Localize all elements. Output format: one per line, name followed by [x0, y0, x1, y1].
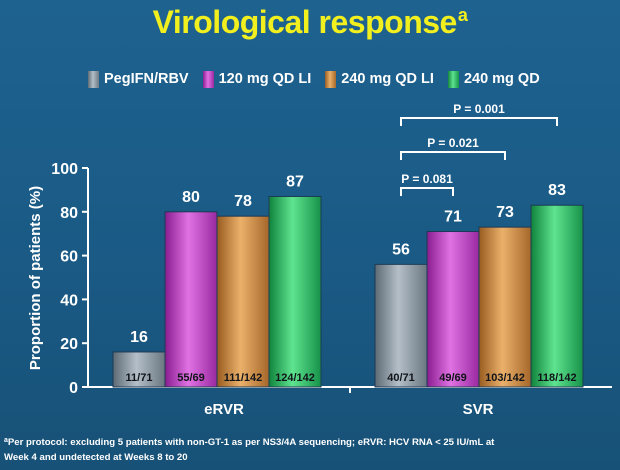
- footnote-line-2: Week 4 and undetected at Weeks 8 to 20: [4, 452, 188, 463]
- chart-title: Virological responsea: [0, 4, 620, 41]
- bar-count-label: 124/142: [275, 372, 315, 384]
- y-tick-label: 60: [60, 249, 78, 266]
- y-tick-label: 100: [51, 161, 78, 178]
- bar-count-label: 103/142: [485, 372, 525, 384]
- p-value-label: P = 0.001: [453, 102, 505, 116]
- y-tick-label: 20: [60, 336, 78, 353]
- legend-item-240mg-qd: 240 mg QD: [447, 70, 540, 88]
- bar-svr-series-2: [478, 226, 532, 388]
- chart-legend: PegIFN/RBV 120 mg QD LI 240 mg QD LI 240…: [88, 68, 540, 90]
- bar-ervr-series-3: [268, 195, 322, 388]
- bar-count-label: 49/69: [439, 372, 467, 384]
- x-category-label-ervr: eRVR: [204, 401, 244, 418]
- bar-count-label: 55/69: [177, 372, 205, 384]
- bar-value-label: 78: [234, 193, 252, 210]
- bar-svr-series-1: [426, 231, 480, 388]
- p-value-label: P = 0.081: [401, 172, 453, 186]
- significance-bracket: [400, 187, 454, 196]
- y-axis-title: Proportion of patients (%): [27, 186, 44, 370]
- legend-swatch-240mg-qd-li: [325, 70, 337, 88]
- legend-label-pegifn-rbv: PegIFN/RBV: [104, 71, 189, 87]
- bar-ervr-series-0: [112, 351, 166, 388]
- x-category-label-svr: SVR: [463, 401, 494, 418]
- footnote: aPer protocol: excluding 5 patients with…: [4, 433, 604, 465]
- bar-count-label: 40/71: [387, 372, 415, 384]
- footnote-line-1: Per protocol: excluding 5 patients with …: [7, 437, 495, 448]
- legend-item-pegifn-rbv: PegIFN/RBV: [88, 70, 189, 88]
- legend-item-240mg-qd-li: 240 mg QD LI: [325, 70, 434, 88]
- bars: 16 11/71 56 40/71 80 55/69 71 49/69 78 111/142 73 1…: [112, 173, 584, 388]
- bar-value-label: 71: [444, 209, 462, 226]
- bar-value-label: 73: [496, 204, 514, 221]
- chart-title-text: Virological response: [152, 4, 458, 40]
- legend-item-120mg-qd-li: 120 mg QD LI: [202, 70, 312, 88]
- significance-bracket: [400, 151, 506, 160]
- bar-count-label: 118/142: [537, 372, 576, 384]
- significance-bracket: [400, 117, 558, 126]
- bar-count-label: 11/71: [126, 372, 153, 384]
- legend-label-120mg-qd-li: 120 mg QD LI: [218, 71, 312, 87]
- bar-ervr-series-1: [164, 211, 218, 388]
- significance-brackets: P = 0.081 P = 0.021 P = 0.001: [400, 102, 558, 196]
- bar-svr-series-0: [374, 263, 428, 388]
- legend-swatch-240mg-qd: [447, 70, 459, 88]
- legend-label-240mg-qd-li: 240 mg QD LI: [341, 71, 434, 87]
- y-tick-label: 80: [60, 205, 78, 222]
- y-axis: Proportion of patients (%): [27, 168, 89, 387]
- legend-swatch-pegifn-rbv: [88, 70, 99, 88]
- bar-value-label: 56: [392, 241, 410, 258]
- bar-value-label: 83: [548, 182, 566, 199]
- title-footnote-marker: a: [457, 5, 468, 25]
- bar-ervr-series-2: [216, 215, 270, 388]
- footnote-marker: a: [4, 437, 8, 444]
- p-value-label: P = 0.021: [427, 136, 479, 150]
- bar-svr-series-3: [530, 204, 584, 388]
- bar-count-label: 111/142: [224, 372, 263, 384]
- bar-value-label: 16: [130, 329, 148, 346]
- y-tick-label: 40: [60, 292, 78, 309]
- bar-value-label: 80: [182, 189, 200, 206]
- legend-swatch-120mg-qd-li: [202, 70, 214, 88]
- x-axis: eRVR SVR: [88, 386, 612, 418]
- y-tick-label: 0: [69, 380, 78, 397]
- legend-label-240mg-qd: 240 mg QD: [463, 71, 540, 87]
- y-axis-ticks: 0 20 40 60 80 100: [51, 161, 88, 397]
- bar-value-label: 87: [286, 173, 304, 190]
